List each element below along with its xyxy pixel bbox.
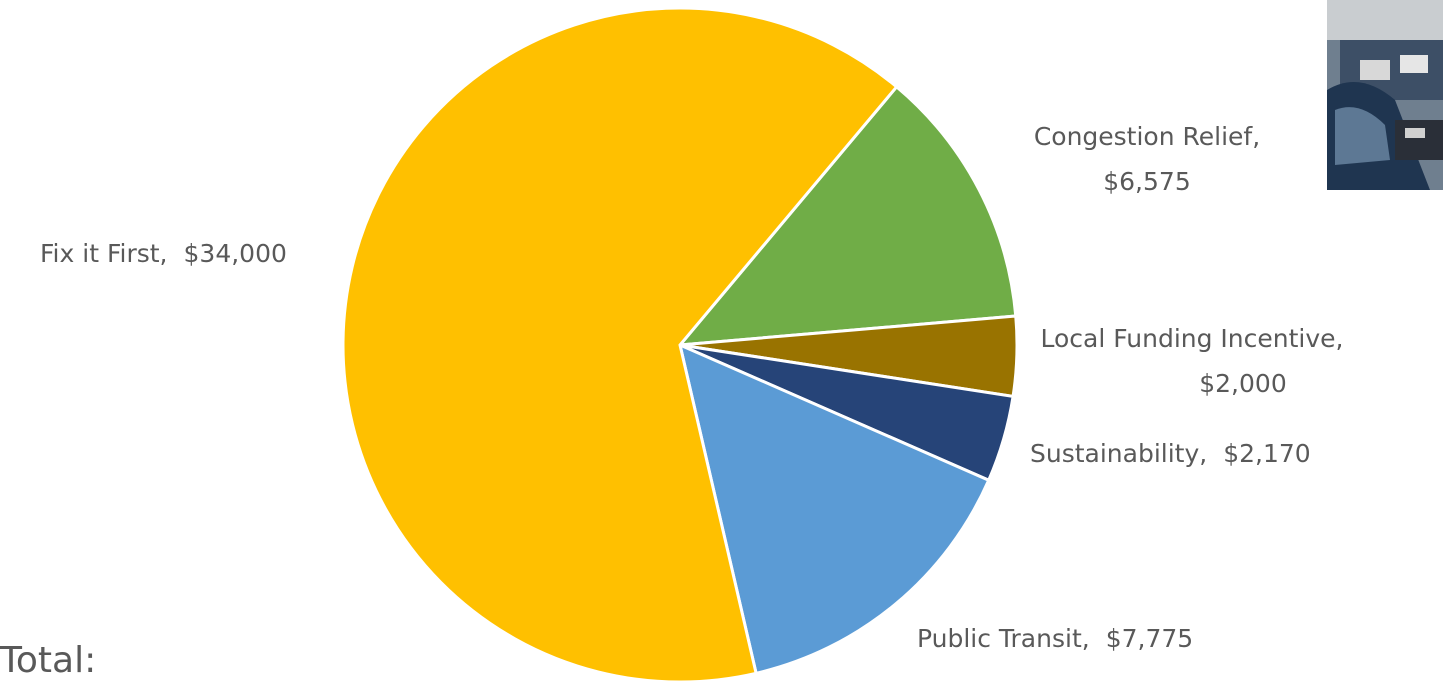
label-category: Sustainability, — [1030, 439, 1207, 468]
label-value: $7,775 — [1106, 624, 1193, 653]
total-label: Total: — [0, 640, 96, 681]
pie-slice — [676, 84, 1018, 347]
photo — [1327, 0, 1443, 190]
data-label: Sustainability, $2,170 — [1030, 439, 1311, 468]
label-value: $2,170 — [1223, 439, 1310, 468]
label-value: $2,000 — [1199, 369, 1286, 398]
label-category: Congestion Relief, — [1034, 122, 1260, 151]
label-category: Local Funding Incentive, — [1041, 324, 1344, 353]
label-value: $34,000 — [184, 239, 287, 268]
label-category: Fix it First, — [40, 239, 168, 268]
data-label: Local Funding Incentive, — [1041, 324, 1344, 353]
pie — [341, 6, 1019, 683]
label-category: Public Transit, — [917, 624, 1090, 653]
labels: Congestion Relief, $6,575 Local Funding In… — [40, 122, 1343, 653]
label-value: $6,575 — [1103, 167, 1190, 196]
pie-slice — [677, 342, 991, 676]
pie-slice — [341, 6, 899, 683]
data-label: Public Transit, $7,775 — [917, 624, 1193, 653]
data-label: Fix it First, $34,000 — [40, 239, 287, 268]
data-label: Congestion Relief, — [1034, 122, 1260, 151]
